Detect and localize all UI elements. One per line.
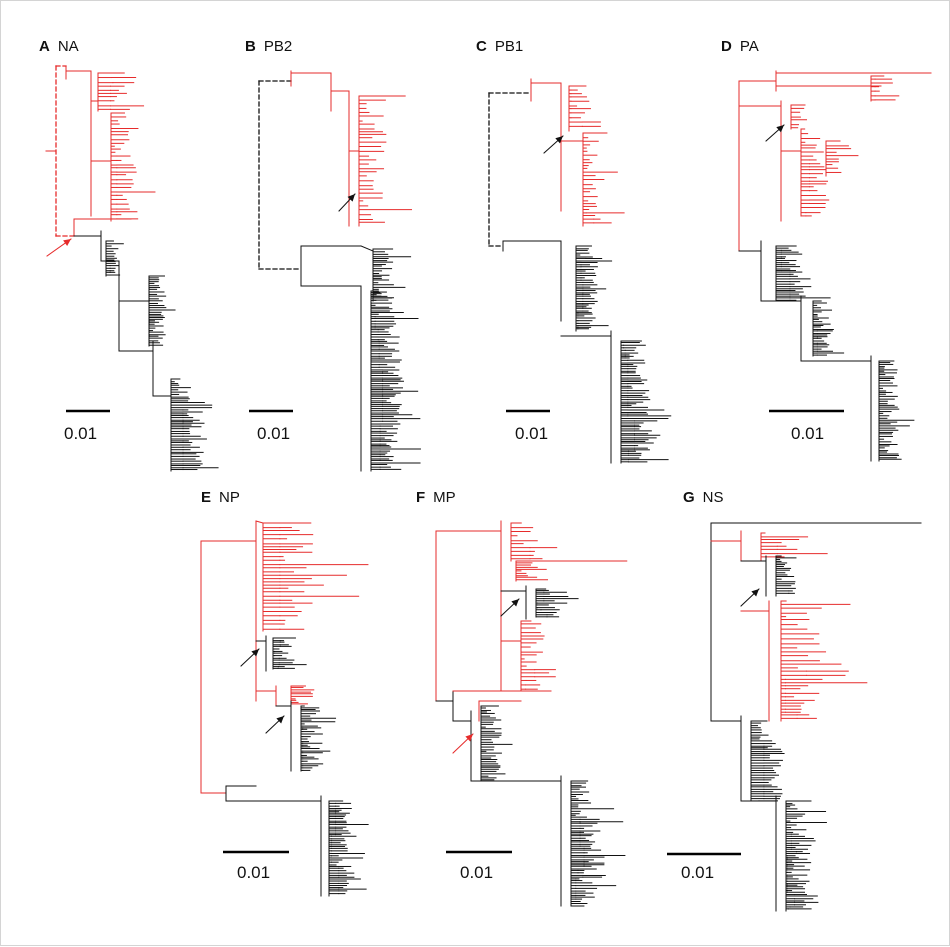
tree-b-arrow-head xyxy=(347,194,355,202)
panel-label-e: E NP xyxy=(201,489,240,506)
scale-label-c: 0.01 xyxy=(515,424,549,443)
tree-g-arrow-head xyxy=(751,589,759,597)
tree-a-red-arrow-head xyxy=(63,239,71,247)
tree-f-arrow-head xyxy=(511,599,519,607)
scale-label-b: 0.01 xyxy=(257,424,291,443)
panel-label-f: F MP xyxy=(416,489,456,506)
scale-label-a: 0.01 xyxy=(64,424,98,443)
tree-d-arrow-head xyxy=(776,125,784,133)
tree-c-arrow-head xyxy=(555,136,563,144)
tree-f-red-arrow-head xyxy=(465,734,473,742)
scale-label-d: 0.01 xyxy=(791,424,825,443)
scale-label-f: 0.01 xyxy=(460,863,494,882)
panel-label-d: D PA xyxy=(721,38,759,55)
tree-b-branch xyxy=(360,245,374,252)
panel-label-b: B PB2 xyxy=(245,38,293,55)
scale-label-g: 0.01 xyxy=(681,863,715,882)
tree-e-branch xyxy=(255,520,264,524)
panel-label-c: C PB1 xyxy=(476,38,524,55)
panel-label-a: A NA xyxy=(39,38,79,55)
panel-label-g: G NS xyxy=(683,489,724,506)
tree-e-arrow1-head xyxy=(251,649,259,657)
tree-e-arrow2-head xyxy=(276,716,284,724)
scale-label-e: 0.01 xyxy=(237,863,271,882)
